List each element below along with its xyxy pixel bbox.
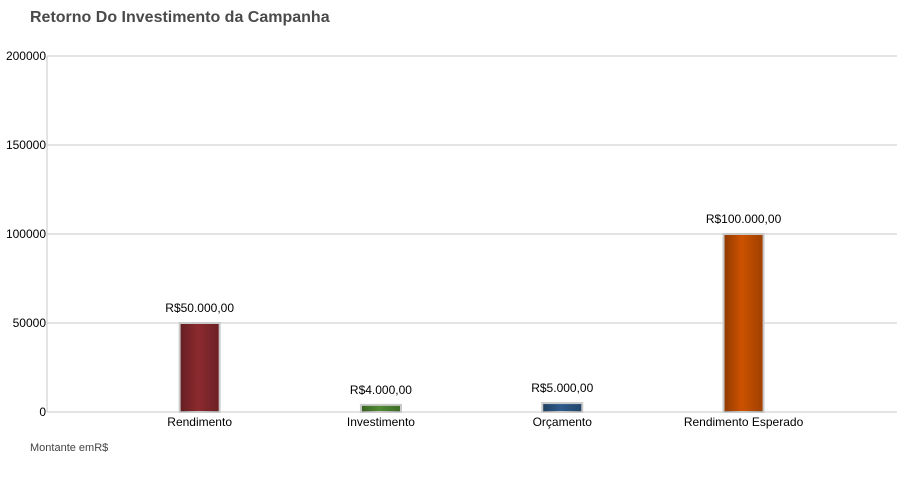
x-tick-label: Orçamento [533, 415, 593, 429]
data-label: R$50.000,00 [165, 301, 234, 315]
x-tick-labels: Rendimento Investimento Orçamento Rendiment… [167, 415, 803, 429]
y-tick-label: 0 [39, 405, 46, 419]
chart-title: Retorno Do Investimento da Campanha [30, 9, 330, 26]
bar-3 [722, 233, 765, 413]
bar-shade [543, 404, 582, 412]
chart-footnote: Montante emR$ [30, 442, 109, 454]
data-label: R$100.000,00 [706, 212, 782, 226]
bars [178, 233, 765, 414]
y-tick-label: 200000 [6, 49, 46, 63]
data-labels: R$50.000,00 R$4.000,00 R$5.000,00 R$100.000… [165, 212, 781, 397]
y-tick-labels: 0 50000 100000 150000 200000 [6, 49, 46, 419]
bar-shade [180, 324, 219, 412]
x-tick-label: Investimento [347, 415, 415, 429]
x-tick-label: Rendimento [167, 415, 232, 429]
bar-2 [541, 402, 584, 414]
data-label: R$4.000,00 [350, 383, 412, 397]
y-tick-label: 50000 [13, 316, 47, 330]
x-tick-label: Rendimento Esperado [684, 415, 804, 429]
bar-1 [359, 403, 402, 414]
gridlines [47, 55, 897, 324]
y-tick-label: 100000 [6, 227, 46, 241]
y-tick-label: 150000 [6, 138, 46, 152]
bar-0 [178, 322, 221, 413]
bar-shade [724, 235, 763, 412]
bar-shade [361, 405, 400, 412]
data-label: R$5.000,00 [531, 381, 593, 395]
